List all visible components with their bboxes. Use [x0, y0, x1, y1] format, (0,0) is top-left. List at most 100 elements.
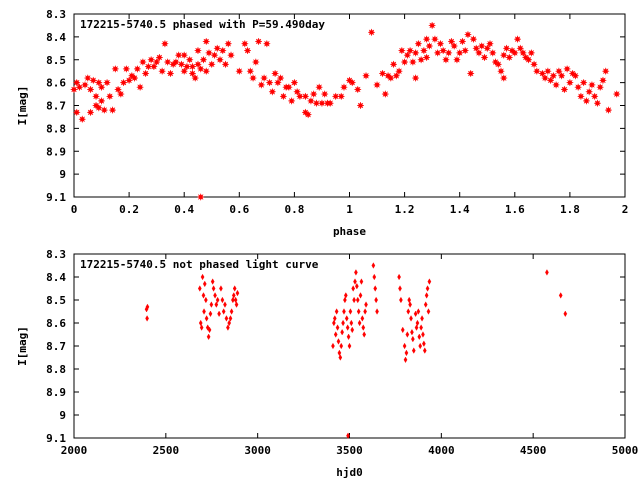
data-point: [260, 73, 269, 83]
x-axis-label: phase: [333, 225, 366, 238]
data-point: [145, 303, 150, 311]
data-point: [563, 64, 572, 73]
data-point: [356, 308, 361, 315]
data-point: [108, 106, 117, 115]
data-point: [273, 78, 282, 87]
chart-title: 172215-5740.5 phased with P=59.490day: [80, 18, 325, 31]
data-point: [290, 78, 299, 87]
data-point: [332, 315, 337, 322]
data-point: [554, 67, 563, 76]
x-tick-label: 5000: [612, 444, 639, 457]
y-tick-label: 8.4: [46, 271, 66, 284]
chart-title: 172215-5740.5 not phased light curve: [80, 258, 319, 271]
y-tick-label: 8.6: [46, 317, 66, 330]
data-point: [374, 296, 378, 304]
data-point: [353, 278, 357, 285]
data-point: [209, 301, 214, 308]
data-point: [527, 48, 536, 57]
x-tick-label: 1.4: [450, 203, 470, 216]
data-point: [538, 69, 547, 78]
data-point: [336, 338, 341, 345]
y-tick-label: 8.8: [46, 363, 66, 376]
data-point: [72, 78, 81, 87]
x-tick-label: 0.4: [174, 203, 194, 216]
data-point: [418, 342, 423, 350]
x-tick-label: 2500: [153, 444, 180, 457]
data-point: [293, 87, 302, 96]
data-point: [524, 55, 533, 64]
data-point: [339, 83, 349, 92]
y-tick-label: 8.5: [46, 54, 66, 67]
x-tick-label: 1.8: [560, 203, 580, 216]
data-point: [202, 280, 207, 288]
data-point: [340, 328, 344, 336]
x-tick-label: 2000: [61, 444, 88, 457]
y-tick-label: 8.8: [46, 122, 66, 135]
data-point: [414, 39, 423, 48]
data-point: [407, 296, 412, 304]
data-point: [213, 44, 222, 53]
data-point: [571, 71, 580, 80]
data-point: [359, 278, 364, 285]
data-point: [560, 85, 569, 94]
data-point: [601, 67, 610, 76]
data-point: [356, 101, 365, 110]
data-point: [78, 115, 87, 124]
data-point: [254, 37, 263, 46]
data-point: [549, 71, 558, 80]
data-point: [193, 46, 203, 55]
data-point: [229, 308, 234, 315]
x-axis-label: hjd0: [336, 466, 363, 479]
data-point: [400, 57, 409, 67]
data-point: [119, 78, 128, 87]
y-tick-label: 8.9: [46, 386, 66, 399]
data-point: [235, 67, 244, 76]
data-point: [193, 60, 203, 69]
data-point: [362, 331, 367, 338]
data-point: [411, 73, 420, 83]
data-point: [612, 90, 621, 99]
data-point: [251, 57, 260, 67]
data-point: [163, 57, 172, 67]
data-point: [202, 37, 211, 46]
data-point: [326, 99, 335, 108]
data-point: [355, 296, 360, 304]
data-point: [466, 69, 475, 78]
data-point: [144, 62, 153, 71]
data-point: [295, 92, 304, 101]
data-point: [312, 99, 321, 108]
data-point: [579, 78, 588, 87]
data-point: [417, 333, 422, 341]
data-point: [463, 30, 473, 39]
data-point: [86, 85, 95, 94]
x-tick-label: 0.8: [284, 203, 304, 216]
data-point: [426, 308, 431, 315]
data-point: [447, 37, 456, 46]
data-point: [219, 285, 223, 292]
data-point: [147, 55, 156, 64]
data-point: [233, 296, 238, 304]
data-point: [409, 315, 413, 322]
data-point: [224, 315, 229, 322]
data-point: [587, 80, 597, 89]
data-point: [166, 69, 175, 78]
data-point: [206, 333, 211, 341]
data-point: [372, 80, 382, 89]
data-point: [262, 39, 271, 48]
data-point: [516, 44, 525, 53]
data-point: [408, 301, 412, 308]
data-point: [309, 90, 318, 99]
data-point: [392, 71, 401, 80]
data-point: [217, 310, 221, 318]
data-point: [332, 319, 336, 327]
data-point: [355, 282, 359, 290]
data-point: [171, 57, 181, 67]
data-point: [335, 324, 340, 331]
data-point: [543, 67, 552, 76]
data-point: [411, 347, 416, 354]
data-point: [502, 44, 511, 53]
data-point: [155, 53, 164, 62]
data-point: [461, 46, 470, 55]
data-point: [397, 273, 401, 281]
data-point: [197, 285, 202, 292]
